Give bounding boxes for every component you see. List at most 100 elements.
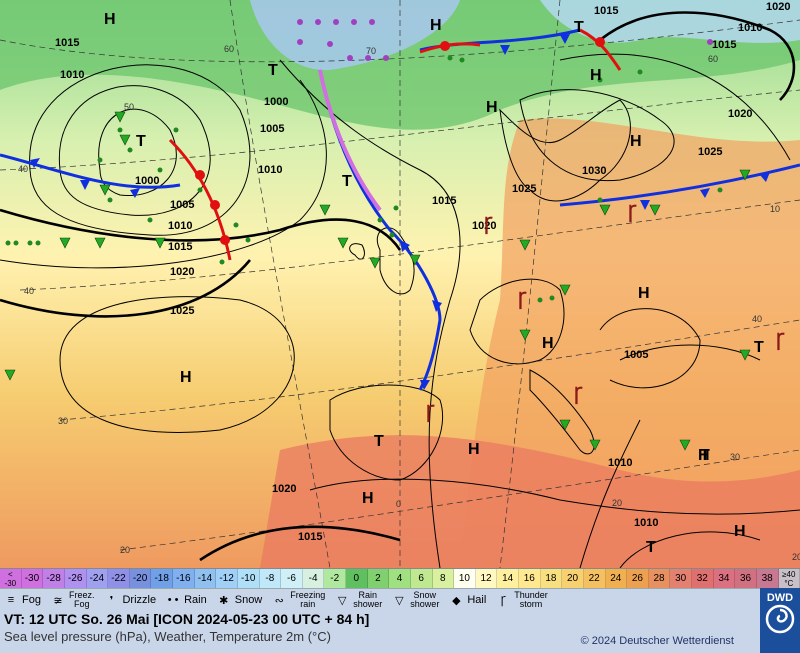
isobar-label: 1005 xyxy=(624,349,648,361)
rain-symbols xyxy=(5,55,723,303)
legend-label: Hail xyxy=(467,594,487,606)
high-center: H xyxy=(486,99,498,116)
isobar-label: 1030 xyxy=(582,165,606,177)
scale-cell: 4 xyxy=(389,569,411,589)
scale-cell: 38 xyxy=(756,569,779,589)
isobar-label: 1025 xyxy=(170,305,194,317)
legend-item: ▽ Rain shower xyxy=(331,591,382,609)
snow-shower-icon: ▽ xyxy=(395,594,404,607)
freezing-rain-icon: ∾ xyxy=(274,594,284,607)
isobar-label: 1010 xyxy=(608,457,632,469)
legend-label: Rain xyxy=(184,594,207,606)
scale-cell: 20 xyxy=(562,569,584,589)
high-center: H xyxy=(542,335,554,352)
scale-cell: 6 xyxy=(410,569,433,589)
isobar-label: 1010 xyxy=(634,517,658,529)
legend-item: ▽ Snow shower xyxy=(388,591,439,609)
scale-cell: -10 xyxy=(237,569,260,589)
scale-cell: 18 xyxy=(540,569,563,589)
legend-label: Rain shower xyxy=(353,590,383,609)
snow-icon: ✱ xyxy=(219,594,229,607)
svg-text:Ꞅ: Ꞅ xyxy=(574,384,583,405)
scale-cell: 16 xyxy=(519,569,541,589)
legend-label: Freez. Fog xyxy=(68,590,95,609)
isobar-label: 1015 xyxy=(168,241,192,253)
svg-text:Ꞅ: Ꞅ xyxy=(518,289,527,310)
isobar-label: 1010 xyxy=(738,22,762,34)
weather-legend: ≡ Fog ≆ Freez. Fog ❜ Drizzle • • Rain ✱ Snow ∾ Free… xyxy=(0,588,760,611)
isobar-label: 1010 xyxy=(168,220,192,232)
isobar-label: 1010 xyxy=(258,164,282,176)
graticule-labels: 60 70 50 40 30 20 0 60 40 10 20 40 30 20 xyxy=(18,44,800,562)
grid-label: 30 xyxy=(58,416,68,426)
svg-text:Ꞅ: Ꞅ xyxy=(426,402,435,423)
footer: VT: 12 UTC So. 26 Mai [ICON 2024-05-23 0… xyxy=(0,610,760,653)
low-center: T xyxy=(374,433,384,450)
legend-item: ≡ Fog xyxy=(0,594,41,606)
scale-cell: -14 xyxy=(194,569,217,589)
weather-map: 1015 1010 1000 1005 1000 1005 1010 1015 … xyxy=(0,0,800,568)
isobar-label: 1015 xyxy=(432,195,456,207)
cold-zone-northeast xyxy=(540,0,800,43)
isobar-label: 1025 xyxy=(698,146,722,158)
isobar-label: 1010 xyxy=(60,69,84,81)
low-center: T xyxy=(700,447,710,464)
high-center: H xyxy=(698,447,710,464)
svg-text:Ꞅ: Ꞅ xyxy=(628,202,637,223)
scale-cell: 22 xyxy=(583,569,606,589)
legend-item: ≆ Freez. Fog xyxy=(47,590,95,609)
grid-label: 40 xyxy=(24,286,34,296)
svg-text:Ꞅ: Ꞅ xyxy=(484,214,493,235)
legend-item: • • Rain xyxy=(162,594,207,606)
rain-shower-icon: ▽ xyxy=(338,594,347,607)
high-center: H xyxy=(630,133,642,150)
grid-label: 0 xyxy=(396,499,401,509)
copyright: © 2024 Deutscher Wetterdienst xyxy=(580,635,734,647)
isobar-label: 1000 xyxy=(135,175,159,187)
grid-label: 40 xyxy=(752,314,762,324)
isobar-label: 1025 xyxy=(512,183,536,195)
grid-label: 60 xyxy=(708,54,718,64)
isobar-label: 1020 xyxy=(170,266,194,278)
legend-item: ∾ Freezing rain xyxy=(268,590,326,609)
rain-icon: • • xyxy=(167,594,179,606)
scale-cell: 34 xyxy=(713,569,736,589)
low-center: T xyxy=(574,19,584,36)
isobar-label: 1015 xyxy=(298,531,322,543)
thunderstorm-icon: Ꞅ xyxy=(500,594,506,607)
scale-cell: < -30 xyxy=(0,569,22,589)
dwd-logo-text: DWD xyxy=(766,592,794,604)
grid-label: 40 xyxy=(18,164,28,174)
scale-cell: 24 xyxy=(605,569,628,589)
occluded-front xyxy=(318,69,382,212)
scale-cell: -16 xyxy=(173,569,195,589)
legend-label: Drizzle xyxy=(122,594,157,606)
high-center: H xyxy=(430,17,442,34)
scale-cell: 2 xyxy=(367,569,390,589)
grid-label: 60 xyxy=(224,44,234,54)
weather-map-canvas: 1015 1010 1000 1005 1000 1005 1010 1015 … xyxy=(0,0,800,568)
legend-label: Snow xyxy=(234,594,263,606)
low-center: T xyxy=(754,339,764,356)
cold-front-triangles xyxy=(30,34,770,390)
pressure-centers: H H H H H H H H H H H H T T T T T T T T xyxy=(104,11,764,556)
grid-label: 20 xyxy=(612,498,622,508)
scale-cell: 32 xyxy=(692,569,714,589)
grid-label: 20 xyxy=(792,552,800,562)
cold-zone-north xyxy=(250,0,460,71)
rain-shower-symbols xyxy=(4,111,751,451)
high-center: H xyxy=(104,11,116,28)
legend-label: Freezing rain xyxy=(290,590,326,609)
legend-item: Ꞅ Thunder storm xyxy=(492,591,548,609)
isobar-label: 1020 xyxy=(472,220,496,232)
temperature-scale: < -30 -30 -28 -26 -24 -22 -20 -18 -16 -14 -12 -10 -8… xyxy=(0,568,800,589)
svg-text:Ꞅ: Ꞅ xyxy=(776,330,785,351)
grid-label: 10 xyxy=(770,204,780,214)
grid-label: 50 xyxy=(124,102,134,112)
scale-cell: ≥40 °C xyxy=(778,569,800,589)
scale-cell: 36 xyxy=(735,569,757,589)
legend-item: ✱ Snow xyxy=(213,594,263,607)
scale-cell: 12 xyxy=(475,569,498,589)
grid-label: 70 xyxy=(366,46,376,56)
grid-label: 30 xyxy=(730,452,740,462)
